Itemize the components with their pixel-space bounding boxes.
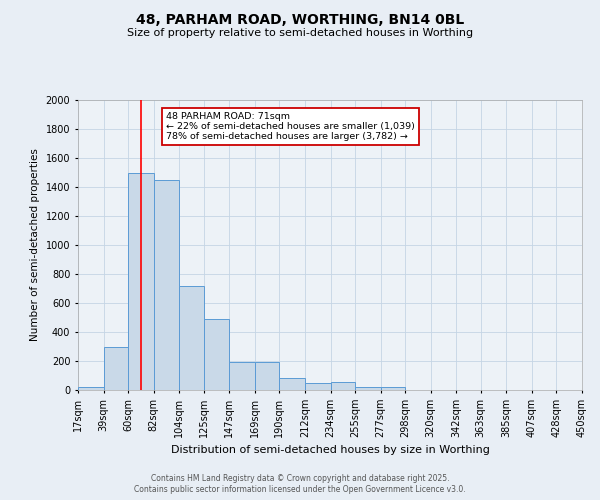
Bar bbox=[204, 319, 229, 390]
Bar bbox=[128, 172, 154, 390]
Text: Size of property relative to semi-detached houses in Worthing: Size of property relative to semi-detach… bbox=[127, 28, 473, 38]
Y-axis label: Number of semi-detached properties: Number of semi-detached properties bbox=[30, 148, 40, 342]
Text: 48 PARHAM ROAD: 71sqm
← 22% of semi-detached houses are smaller (1,039)
78% of s: 48 PARHAM ROAD: 71sqm ← 22% of semi-deta… bbox=[166, 112, 415, 142]
Text: 48, PARHAM ROAD, WORTHING, BN14 0BL: 48, PARHAM ROAD, WORTHING, BN14 0BL bbox=[136, 12, 464, 26]
Bar bbox=[179, 286, 204, 390]
Bar bbox=[229, 362, 255, 390]
Text: Contains HM Land Registry data © Crown copyright and database right 2025.
Contai: Contains HM Land Registry data © Crown c… bbox=[134, 474, 466, 494]
Bar bbox=[154, 180, 179, 390]
Bar bbox=[104, 346, 128, 390]
X-axis label: Distribution of semi-detached houses by size in Worthing: Distribution of semi-detached houses by … bbox=[170, 446, 490, 456]
Bar bbox=[331, 382, 355, 390]
Bar bbox=[380, 387, 405, 390]
Bar bbox=[280, 378, 305, 390]
Bar bbox=[78, 387, 104, 390]
Bar bbox=[355, 387, 380, 390]
Bar bbox=[255, 362, 280, 390]
Bar bbox=[305, 383, 331, 390]
